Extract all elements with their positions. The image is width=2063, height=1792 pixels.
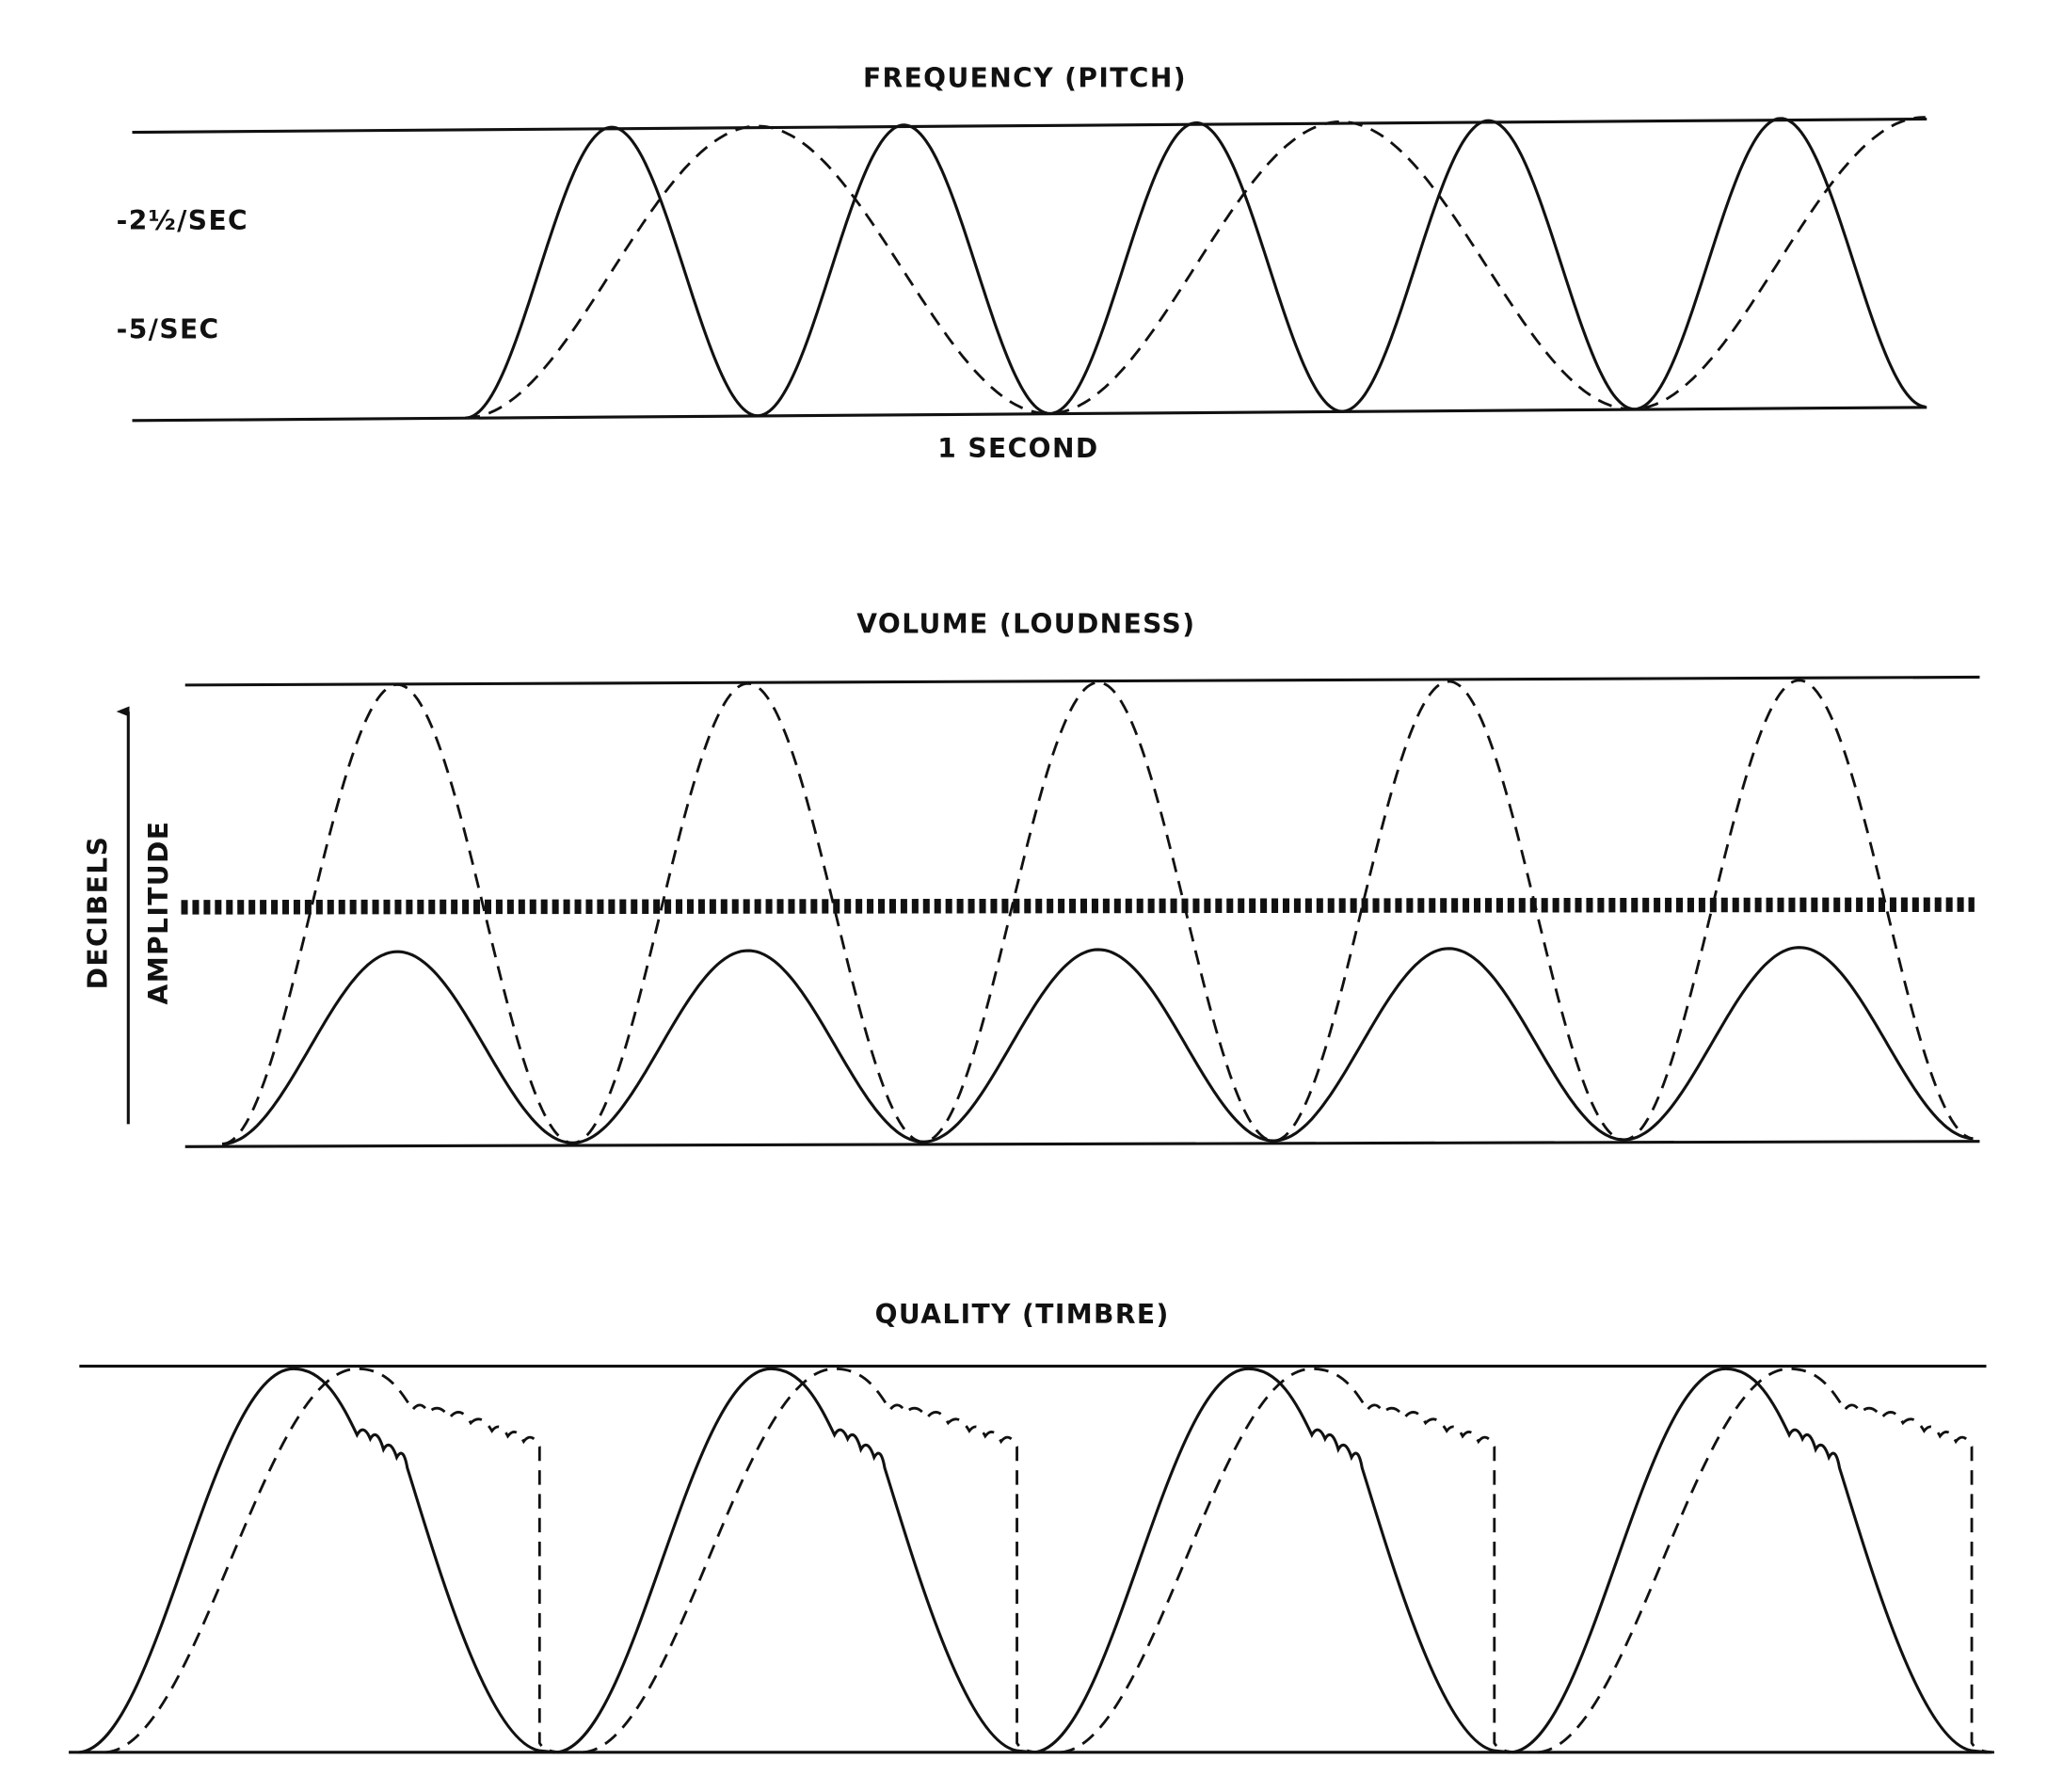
timbre-wave-b [105, 1367, 563, 1754]
volume-top-line [184, 675, 1980, 687]
volume-title: VOLUME (LOUDNESS) [856, 609, 1195, 640]
volume-bottom-line [184, 1140, 1980, 1148]
time-label: 1 SECOND [937, 433, 1098, 464]
timbre-wave-b [1538, 1367, 1994, 1754]
timbre-wave-b [583, 1367, 1040, 1754]
timbre-wave-a [556, 1367, 1033, 1754]
decibels-label: DECIBELS [82, 836, 113, 990]
amplitude-label: AMPLITUDE [143, 821, 174, 1005]
frequency-top-line [132, 117, 1927, 135]
frequency-label-low: -5/SEC [117, 313, 220, 344]
frequency-title: FREQUENCY (PITCH) [863, 62, 1187, 93]
reference-level [181, 897, 1975, 915]
quality-title: QUALITY (TIMBRE) [875, 1299, 1170, 1330]
frequency-label-high: -2½/SEC [117, 205, 248, 236]
wave-soft [221, 946, 1974, 1146]
frequency-bottom-line [132, 406, 1927, 423]
timbre-wave-a [1511, 1367, 1989, 1754]
timbre-wave-b [1060, 1367, 1517, 1754]
wave-fast [465, 117, 1927, 420]
timbre-wave-a [79, 1367, 556, 1754]
timbre-wave-a [1033, 1367, 1511, 1754]
